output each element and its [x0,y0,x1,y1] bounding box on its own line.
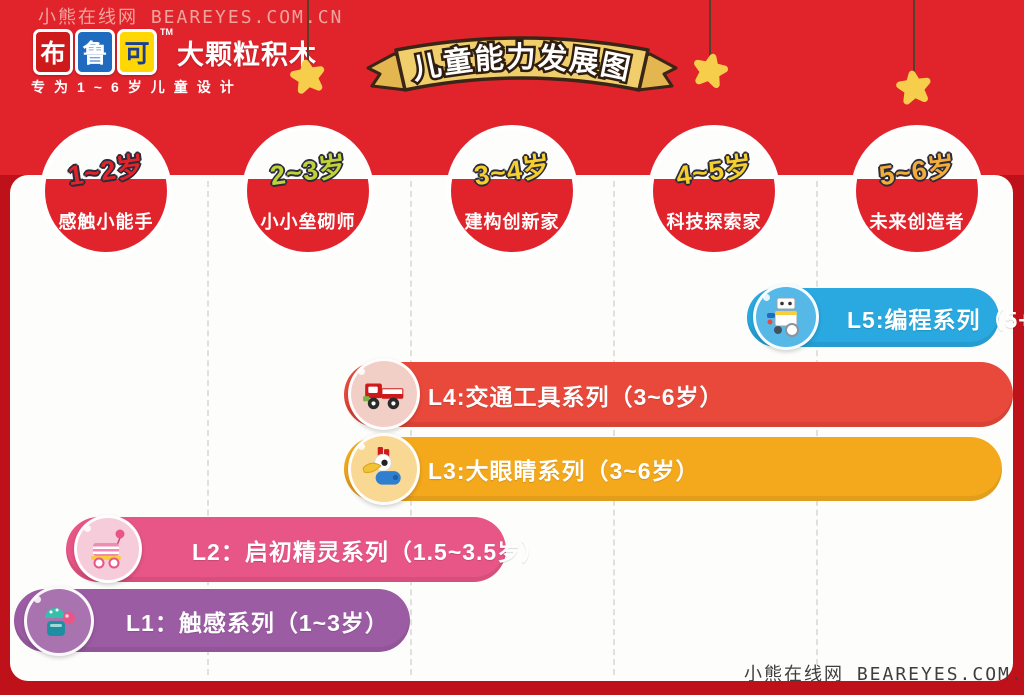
logo-block-lu: 鲁 [75,29,115,75]
ribbon-body [394,36,650,92]
series-badge-l4 [348,358,420,430]
watermark-bottom: 小熊在线网 BEAREYES.COM.CN [744,664,1024,685]
age-stage-label: 建构创新家 [464,212,560,232]
series-bar-l5: L5:编程系列（5+） [747,284,1024,350]
series-label: L1：触感系列（1~3岁） [126,609,389,636]
fairy-cart-toy-icon [91,529,125,569]
age-circle-1-2: 1~2岁 感触小能手 [40,125,172,257]
age-range-label: 1~2岁 [66,150,147,192]
column-divider [816,181,818,675]
column-divider [207,181,209,675]
age-range-label: 5~6岁 [877,150,958,192]
watermark-top: 小熊在线网 BEAREYES.COM.CN [38,7,344,28]
star-ornament-icon [290,59,325,94]
tactile-toy-icon [45,608,75,636]
series-label: L5:编程系列（5+） [847,306,1024,333]
age-stage-label: 小小垒砌师 [260,212,356,232]
series-label: L3:大眼睛系列（3~6岁） [428,458,700,484]
series-label: L4:交通工具系列（3~6岁） [428,383,724,410]
series-bar-l1: L1：触感系列（1~3岁） [14,586,410,656]
robot-toy-icon [767,297,799,337]
series-bar-l3: L3:大眼睛系列（3~6岁） [344,433,1002,505]
series-badge-l1 [24,586,94,656]
age-stage-label: 未来创造者 [869,212,965,232]
series-badge-l5 [753,284,819,350]
ribbon-banner: 儿童能力发展图 [366,36,678,92]
column-divider [410,181,412,675]
star-string [913,0,915,73]
logo-block-bu: 布 [33,29,73,75]
series-badge-l2 [74,515,142,583]
age-stage-label: 感触小能手 [58,212,154,232]
column-divider [613,181,615,675]
age-range-label: 3~4岁 [472,150,553,192]
brand-logo: 布 鲁 可 TM 大颗粒积木 [33,27,317,75]
truck-toy-icon [363,383,404,410]
age-circle-2-3: 2~3岁 小小垒砌师 [242,125,374,257]
age-circle-3-4: 3~4岁 建构创新家 [446,125,578,257]
age-stage-label: 科技探索家 [666,212,762,232]
star-string [709,0,711,56]
age-circle-5-6: 5~6岁 未来创造者 [851,125,983,257]
star-ornament-icon [896,70,931,105]
age-circle-4-5: 4~5岁 科技探索家 [648,125,780,257]
bird-toy-icon [362,447,401,485]
star-string [307,0,309,62]
logo-block-ke: 可 [117,29,157,75]
star-ornament-icon [694,53,729,88]
brand-tagline: 专为1~6岁儿童设计 [31,79,243,95]
trademark-mark: TM [160,27,173,37]
age-range-label: 2~3岁 [268,150,349,192]
logo-suffix: 大颗粒积木 [177,39,317,70]
series-bar-l4: L4:交通工具系列（3~6岁） [344,358,1013,430]
series-badge-l3 [348,433,420,505]
series-label: L2：启初精灵系列（1.5~3.5岁） [192,538,546,565]
age-range-label: 4~5岁 [674,150,755,192]
series-bar-l2: L2：启初精灵系列（1.5~3.5岁） [66,515,544,583]
